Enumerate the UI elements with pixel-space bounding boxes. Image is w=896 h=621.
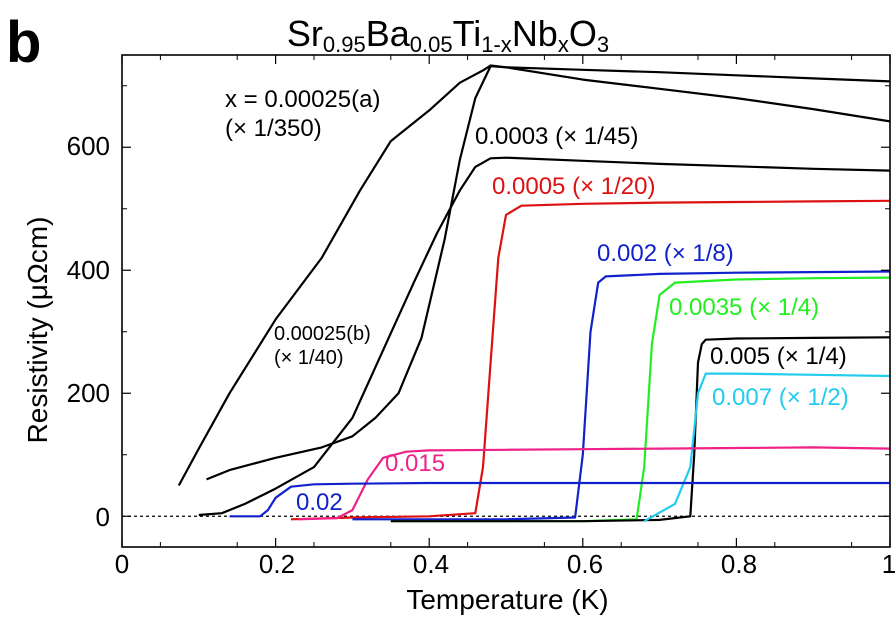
- series-line: [198, 156, 891, 517]
- x-axis-label: Temperature (K): [406, 584, 609, 615]
- y-tick-label: 0: [95, 502, 110, 532]
- x-tick-label: 0: [114, 549, 130, 579]
- chart-title: Sr0.95Ba0.05Ti1-xNbxO3: [0, 16, 896, 56]
- title-sub: 0.05: [409, 32, 453, 57]
- annotation-label: 0.005 (× 1/4): [710, 343, 847, 370]
- title-sub: 1-x: [481, 32, 512, 57]
- title-part: Ba: [365, 13, 410, 54]
- x-tick-label: 0.6: [566, 549, 604, 579]
- title-sub: 0.95: [322, 32, 366, 57]
- series-line: [352, 270, 891, 521]
- annotation-label: 0.002 (× 1/8): [597, 240, 734, 267]
- title-part: Sr: [286, 13, 323, 54]
- y-axis-label: Resistivity (μΩcm): [22, 216, 53, 444]
- x-tick-label: 0.2: [258, 549, 296, 579]
- annotation-label: 0.007 (× 1/2): [712, 384, 849, 411]
- annotation-label: x = 0.00025(a): [225, 86, 381, 113]
- plot-frame: [121, 54, 891, 548]
- series-line: [206, 65, 891, 481]
- annotation-label: (× 1/40): [274, 347, 344, 369]
- x-tick-label: 0.4: [412, 549, 450, 579]
- annotation-label: 0.0003 (× 1/45): [475, 123, 639, 150]
- title-part: Nb: [511, 13, 558, 54]
- annotation-label: (× 1/350): [225, 115, 322, 142]
- title-part: O: [568, 13, 597, 54]
- x-tick-label: 0.8: [720, 549, 758, 579]
- title-part: Ti: [452, 13, 482, 54]
- x-tick-label: 1: [881, 549, 896, 579]
- y-tick-label: 200: [66, 378, 110, 408]
- series-line: [298, 446, 891, 521]
- annotation-label: 0.00025(b): [274, 323, 371, 345]
- y-tick-label: 400: [66, 255, 110, 285]
- title-sub: 3: [596, 32, 610, 57]
- title-sub: x: [557, 32, 569, 57]
- annotation-label: 0.015: [385, 450, 446, 477]
- panel-letter: b: [6, 10, 42, 75]
- y-tick-label: 600: [66, 131, 110, 161]
- annotation-label: 0.0005 (× 1/20): [492, 173, 656, 200]
- series-line: [290, 199, 891, 521]
- series-line: [643, 372, 891, 523]
- series-line: [177, 64, 891, 487]
- series-line: [229, 481, 890, 518]
- annotation-label: 0.02: [296, 489, 343, 516]
- annotation-label: 0.0035 (× 1/4): [669, 294, 820, 321]
